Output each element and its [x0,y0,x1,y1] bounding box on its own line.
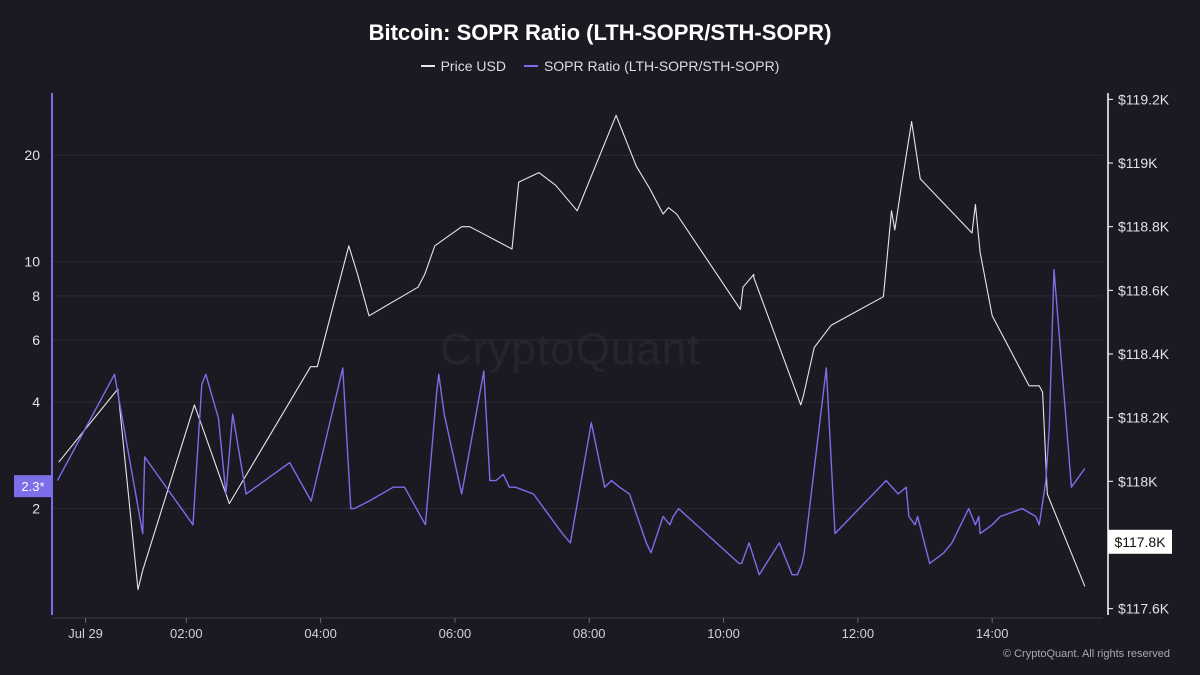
x-tick-label-5: 10:00 [707,626,740,641]
left-tick-label-0: 2 [32,501,40,517]
chart-legend: Price USD SOPR Ratio (LTH-SOPR/STH-SOPR) [0,58,1200,74]
legend-label-price: Price USD [440,58,506,74]
price-current-label: $117.8K [1114,534,1166,550]
sopr-current-label: 2.3* [21,479,44,494]
left-tick-label-2: 6 [32,332,40,348]
right-tick-label-0: $117.6K [1118,601,1170,617]
x-tick-label-6: 12:00 [842,626,875,641]
left-tick-label-3: 8 [32,288,40,304]
legend-label-sopr: SOPR Ratio (LTH-SOPR/STH-SOPR) [543,58,780,74]
x-tick-label-3: 06:00 [439,626,472,641]
x-tick-label-2: 04:00 [304,626,337,641]
left-tick-label-1: 4 [32,394,40,410]
right-tick-label-2: $118K [1118,473,1158,489]
right-tick-label-6: $118.8K [1118,219,1170,235]
right-tick-label-3: $118.2K [1118,410,1170,426]
right-tick-label-8: $119.2K [1118,91,1170,107]
price-current-badge [1108,529,1172,554]
right-tick-label-4: $118.4K [1118,346,1170,362]
copyright-footer: © CryptoQuant. All rights reserved [1002,648,1170,660]
sopr-ratio-line [56,268,1086,576]
price-usd-line [58,114,1086,591]
legend-swatch-sopr [523,65,538,67]
left-tick-label-4: 10 [24,254,40,270]
legend-item-sopr[interactable]: SOPR Ratio (LTH-SOPR/STH-SOPR) [523,58,780,74]
x-tick-label-1: 02:00 [170,626,203,641]
right-tick-label-5: $118.6K [1118,282,1170,298]
legend-swatch-price [420,65,435,67]
sopr-current-badge [14,475,52,498]
chart-title: Bitcoin: SOPR Ratio (LTH-SOPR/STH-SOPR) [368,20,832,45]
x-tick-label-4: 08:00 [573,626,606,641]
x-tick-label-7: 14:00 [976,626,1009,641]
right-tick-label-7: $119K [1118,155,1158,171]
x-tick-label-0: Jul 29 [68,626,103,641]
left-tick-label-5: 20 [24,147,40,163]
legend-item-price[interactable]: Price USD [420,58,506,74]
